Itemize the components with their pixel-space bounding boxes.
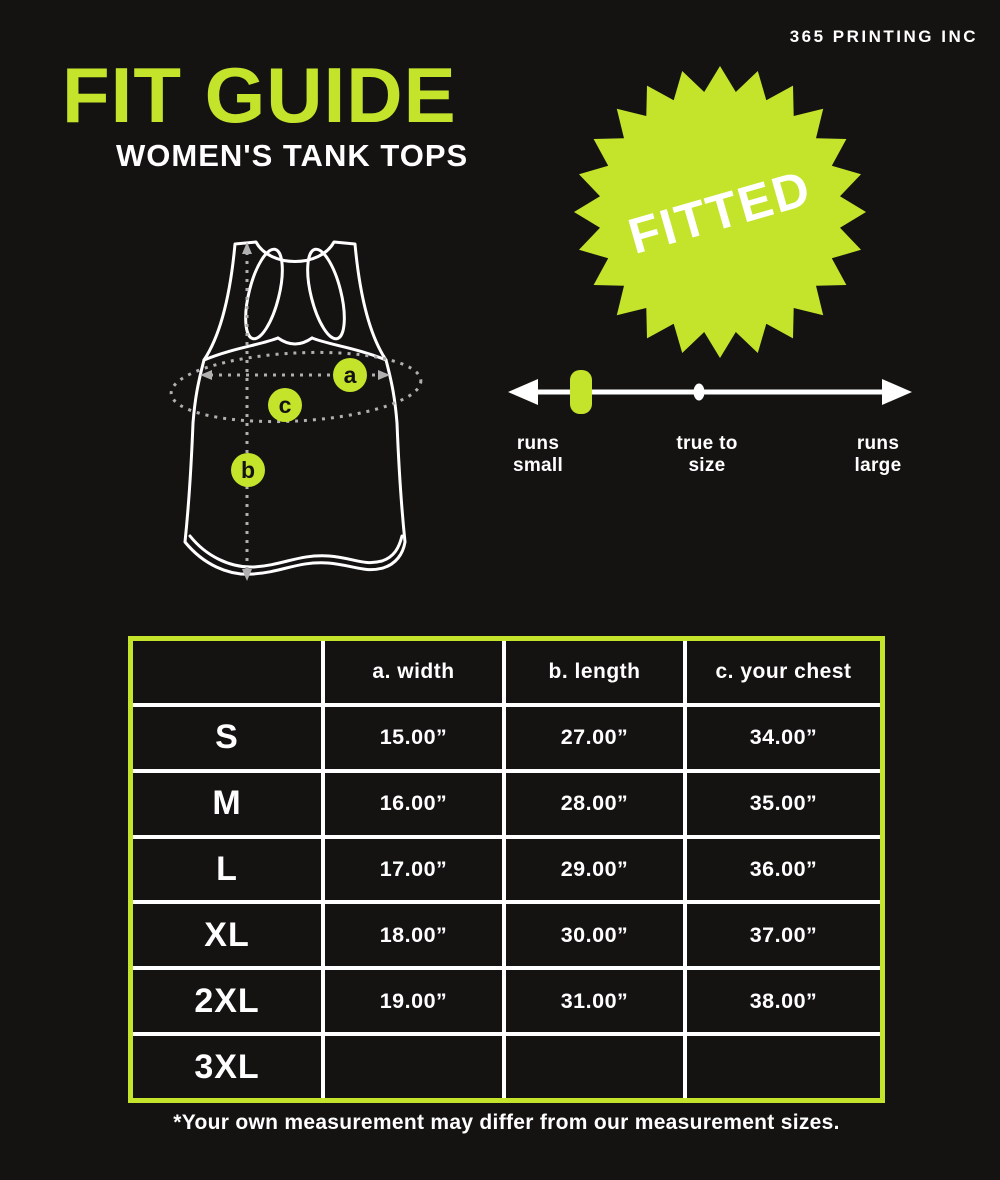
scale-arrow-right <box>882 379 912 405</box>
footnote: *Your own measurement may differ from ou… <box>173 1111 840 1134</box>
tank-top-diagram: a c b <box>169 240 423 581</box>
measurement-value: 18.00” <box>325 904 502 967</box>
fit-scale <box>508 370 912 414</box>
measurement-value: 28.00” <box>506 772 683 835</box>
size-label: M <box>133 772 321 835</box>
scale-arrow-left <box>508 379 538 405</box>
marker-c-letter: c <box>279 392 292 418</box>
right-armhole <box>306 247 346 341</box>
size-table: a. width b. length c. your chest S 15.00”… <box>128 636 885 1103</box>
measurement-value: 29.00” <box>506 838 683 901</box>
size-label: L <box>133 838 321 901</box>
scale-label-true-to-size: true to size <box>676 433 738 476</box>
back-panel-scoop <box>276 336 314 346</box>
width-arrow-left <box>200 370 212 380</box>
measurement-value: 31.00” <box>506 970 683 1033</box>
fit-marker <box>570 370 592 414</box>
length-arrow-top <box>242 242 252 254</box>
measurement-value <box>687 1036 880 1098</box>
column-header-width: a. width <box>325 641 502 703</box>
measurement-value: 19.00” <box>325 970 502 1033</box>
size-label: XL <box>133 904 321 967</box>
left-armhole <box>244 247 284 341</box>
center-tick-dot <box>693 383 705 401</box>
marker-b-circle <box>231 453 265 487</box>
marker-b-letter: b <box>241 457 255 483</box>
measurement-value: 37.00” <box>687 904 880 967</box>
corner-cell <box>133 641 321 703</box>
scale-label-runs-large: runs large <box>854 433 902 476</box>
measurement-value <box>506 1036 683 1098</box>
measurement-value: 30.00” <box>506 904 683 967</box>
right-underarm-line <box>310 336 388 362</box>
size-label: S <box>133 707 321 769</box>
width-arrow-right <box>378 370 390 380</box>
marker-a-circle <box>333 358 367 392</box>
measurement-value: 36.00” <box>687 838 880 901</box>
tank-outline <box>183 240 407 576</box>
scale-label-runs-small: runs small <box>512 433 564 476</box>
left-underarm-line <box>202 336 280 362</box>
brand-name: 365 PRINTING INC <box>789 27 978 46</box>
measurement-value: 34.00” <box>687 707 880 769</box>
tank-hem-inner-line <box>188 534 404 569</box>
measurement-value: 15.00” <box>325 707 502 769</box>
size-label: 2XL <box>133 970 321 1033</box>
column-header-chest: c. your chest <box>687 641 880 703</box>
measurement-value: 16.00” <box>325 772 502 835</box>
column-header-length: b. length <box>506 641 683 703</box>
page-subtitle: WOMEN'S TANK TOPS <box>116 138 469 173</box>
starburst-badge-icon <box>574 66 866 358</box>
marker-a-letter: a <box>344 362 357 388</box>
chest-guide-ellipse <box>169 350 423 424</box>
measurement-value <box>325 1036 502 1098</box>
measurement-value: 27.00” <box>506 707 683 769</box>
marker-c-circle <box>268 388 302 422</box>
measurement-value: 35.00” <box>687 772 880 835</box>
measurement-value: 17.00” <box>325 838 502 901</box>
size-label: 3XL <box>133 1036 321 1098</box>
measurement-value: 38.00” <box>687 970 880 1033</box>
length-arrow-bottom <box>242 569 252 581</box>
page-title: FIT GUIDE <box>62 51 457 139</box>
